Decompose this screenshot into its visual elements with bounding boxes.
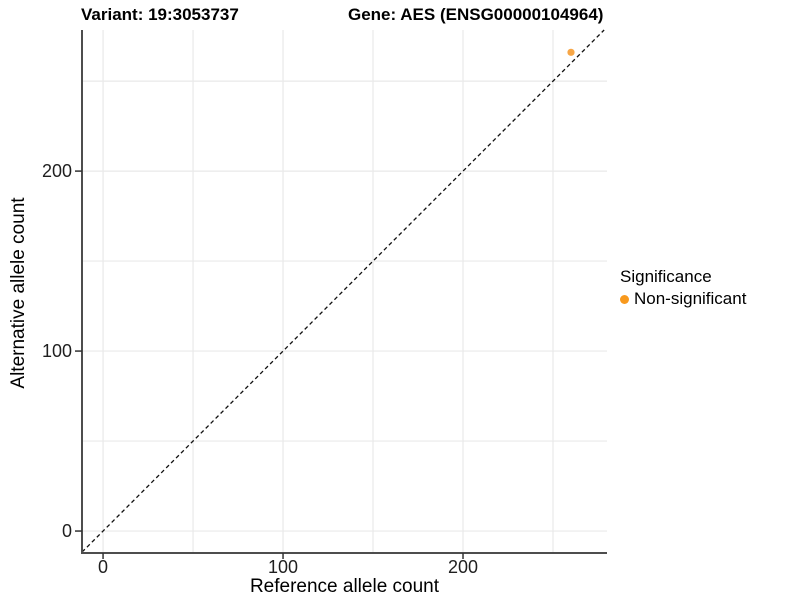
data-point <box>567 48 575 56</box>
x-tick-label: 200 <box>447 557 479 577</box>
y-tick-label: 200 <box>41 161 72 182</box>
identity-reference-line <box>81 29 605 553</box>
legend-item: Non-significant <box>620 289 746 309</box>
plot-title-gene: Gene: AES (ENSG00000104964) <box>348 5 604 24</box>
y-tick-label: 100 <box>41 341 72 362</box>
legend-point-icon <box>620 294 629 304</box>
legend-title: Significance <box>620 267 712 286</box>
y-axis-title: Alternative allele count <box>8 197 29 389</box>
x-tick-label: 100 <box>268 557 299 577</box>
plot-title-variant: Variant: 19:3053737 <box>81 5 239 24</box>
x-tick-label: 0 <box>98 557 109 577</box>
x-axis-title: Reference allele count <box>249 576 440 597</box>
legend: Significance Non-significant <box>620 266 746 309</box>
y-tick-label: 0 <box>61 521 72 542</box>
legend-item-label: Non-significant <box>634 289 747 308</box>
